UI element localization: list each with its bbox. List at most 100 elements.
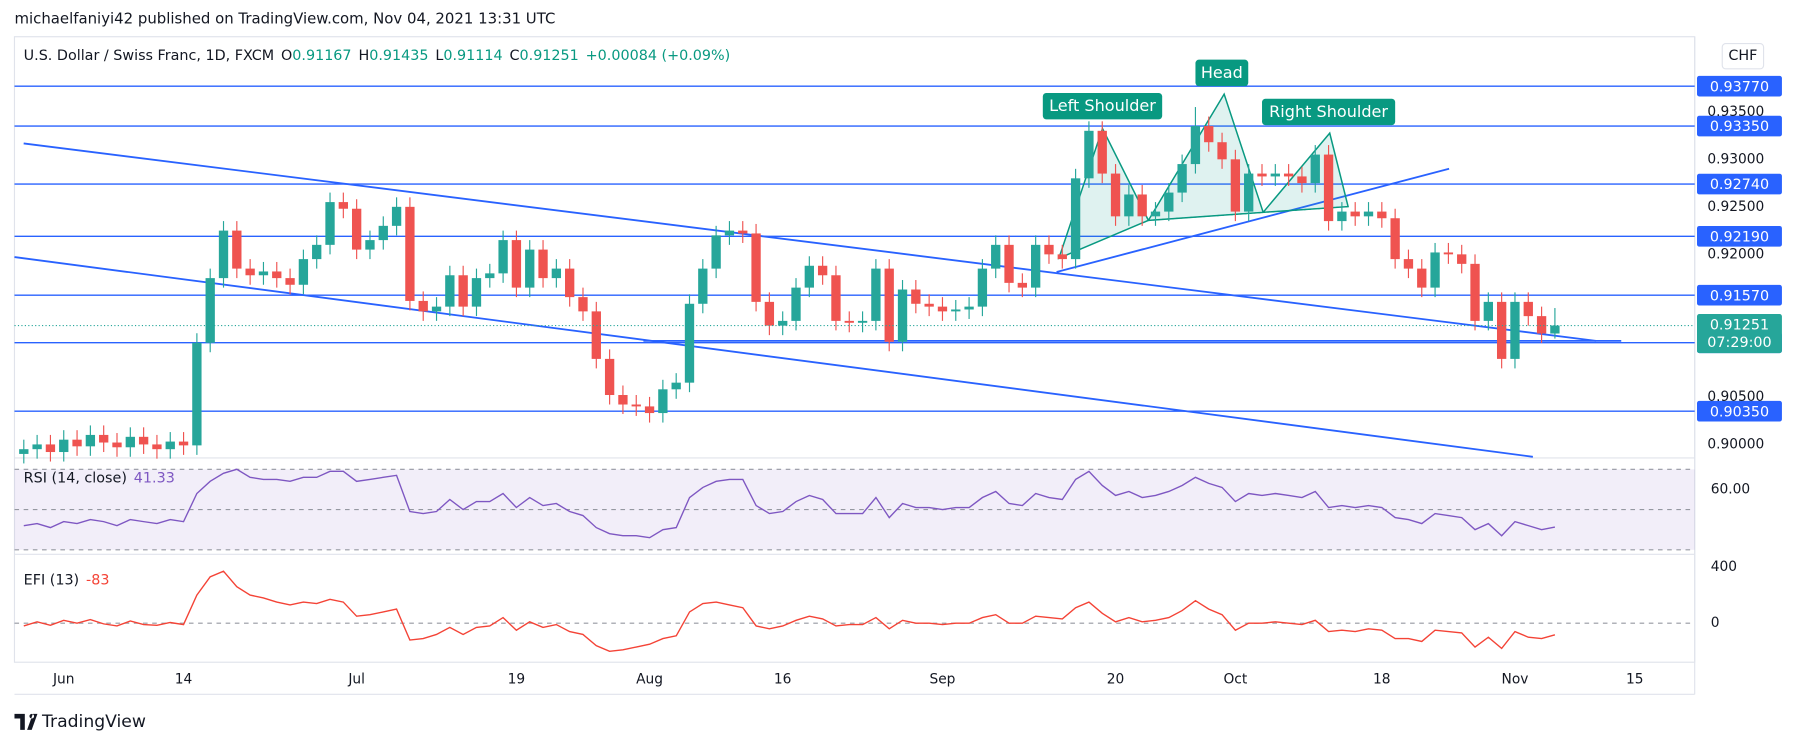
candle-body (778, 320, 788, 326)
candle-body (165, 441, 175, 450)
level-label-box (1696, 225, 1782, 247)
candle-body (1244, 173, 1254, 212)
candle-body (1377, 211, 1387, 219)
rsi-title: RSI (14, close) 41.33 (24, 471, 175, 487)
candle-body (698, 268, 708, 304)
candle-body (1363, 211, 1374, 217)
candle-body (1323, 154, 1334, 222)
candle-body (964, 306, 974, 310)
ohlc-key: H (358, 48, 369, 64)
x-tick-label: 19 (508, 671, 526, 687)
candle-body (19, 449, 29, 454)
candle-body (831, 275, 841, 321)
candle-body (658, 389, 668, 414)
candle-body (631, 404, 641, 407)
candle-body (911, 289, 921, 304)
candle-body (578, 297, 588, 312)
candle-body (1230, 159, 1241, 212)
neckline (1056, 167, 1450, 273)
candle-body (1430, 252, 1440, 288)
rsi-value: 41.33 (134, 471, 175, 487)
brand: TradingView (14, 712, 146, 732)
currency[interactable]: CHF (1728, 48, 1757, 64)
candle-body (272, 271, 282, 279)
currency-badge[interactable] (1721, 43, 1765, 70)
rsi-line (23, 468, 1556, 539)
candle-body (764, 301, 775, 326)
candle-body (1536, 316, 1547, 334)
efi-name: EFI (13) (24, 573, 80, 589)
candle-body (72, 439, 82, 447)
annotation: Left Shoulder (1049, 96, 1156, 115)
level-label-box (1696, 115, 1782, 137)
candle-body (724, 230, 735, 236)
y-tick-label: 0.90000 (1707, 436, 1764, 452)
candle-body (1190, 126, 1201, 165)
efi-tick-label: 0 (1711, 615, 1720, 631)
ohlc-value: 0.91435 (369, 48, 428, 64)
candle-body (45, 444, 56, 453)
candle-body (711, 235, 721, 269)
ohlc-key: C (510, 48, 520, 64)
candle-body (551, 268, 562, 279)
candle-body (298, 259, 309, 285)
candle-body (471, 278, 482, 307)
candle-body (565, 268, 575, 298)
candle-body (1403, 259, 1414, 269)
y-tick-label: 0.90500 (1707, 389, 1764, 405)
candle-body (538, 249, 548, 279)
candle-body (485, 273, 495, 279)
candle-body (1350, 211, 1360, 217)
candle-body (1084, 130, 1094, 179)
candle-body (1070, 178, 1081, 260)
x-tick-label: Aug (636, 671, 663, 687)
candle-body (1004, 244, 1014, 283)
annotation: Head (1201, 63, 1243, 82)
efi-line (23, 570, 1556, 653)
x-tick-label: Jul (347, 671, 365, 687)
efi-tick-label: 400 (1711, 559, 1737, 575)
candle-body (1283, 173, 1294, 177)
candle-body (152, 444, 162, 450)
candle-body (1057, 254, 1067, 260)
x-tick-label: 14 (175, 671, 193, 687)
candle-body (804, 265, 814, 288)
rsi-name: RSI (14, close) (24, 471, 127, 487)
candle-body (218, 230, 229, 279)
annotation-box (1042, 92, 1163, 120)
y-tick-label: 0.92000 (1707, 246, 1764, 262)
price-label-box (1696, 314, 1782, 354)
trend-line (23, 142, 1597, 342)
y-tick-label: 0.92500 (1707, 199, 1764, 215)
candle-body (604, 358, 615, 396)
candle-body (192, 342, 202, 446)
candle-body (245, 268, 255, 276)
x-tick-label: Oct (1223, 671, 1247, 687)
candle-body (738, 230, 748, 234)
legend: U.S. Dollar / Swiss Franc, 1D, FXCM O0.91… (24, 48, 731, 588)
candle-body (1550, 325, 1560, 334)
symbol-title: U.S. Dollar / Swiss Franc, 1D, FXCM O0.91… (24, 48, 731, 64)
candle-body (644, 406, 655, 414)
candle-body (671, 382, 681, 390)
candle-body (951, 309, 961, 312)
candle-body (325, 202, 335, 245)
candle-body (791, 287, 801, 321)
candle-body (1204, 126, 1214, 143)
candle-body (258, 271, 269, 276)
candle-body (1523, 301, 1533, 317)
candle-body (844, 320, 854, 323)
efi-pane (14, 570, 1695, 653)
x-tick-label: 20 (1107, 671, 1125, 687)
candle-body (32, 444, 42, 450)
candle-body (897, 289, 908, 342)
candle-body (1177, 164, 1187, 193)
efi-title: EFI (13) -83 (24, 573, 110, 589)
level-label-box (1696, 173, 1782, 195)
candle-body (85, 434, 96, 447)
candle-body (498, 240, 508, 274)
annotation: Right Shoulder (1269, 102, 1388, 121)
annotation-box (1262, 98, 1396, 126)
candle-body (431, 306, 442, 312)
candle-body (351, 208, 362, 250)
